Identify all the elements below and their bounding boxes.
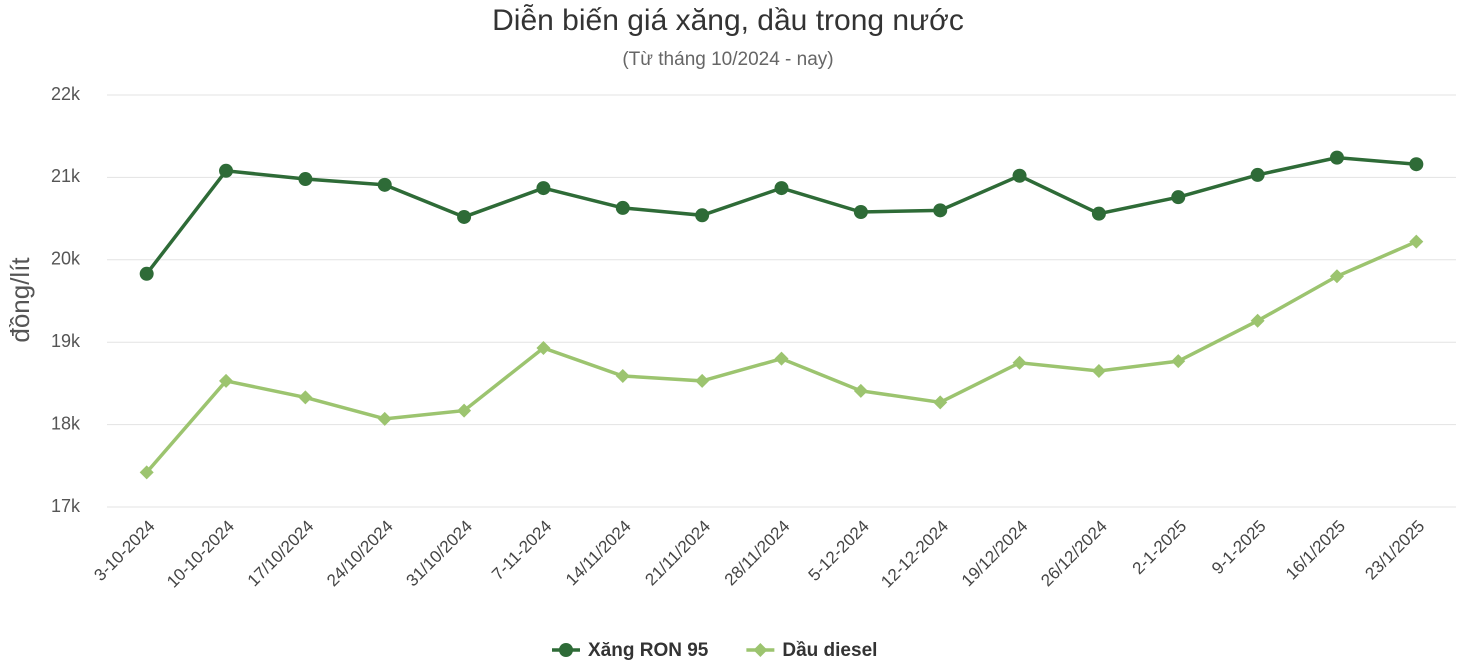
x-tick-label: 10-10-2024 <box>163 517 238 592</box>
data-point <box>536 181 551 196</box>
data-point <box>1409 157 1424 172</box>
data-point <box>457 403 472 418</box>
y-tick-label: 20k <box>51 249 81 269</box>
data-point <box>853 383 868 398</box>
data-point <box>933 395 948 410</box>
x-tick-label: 12-12-2024 <box>877 517 952 592</box>
data-point <box>1250 313 1265 328</box>
x-tick-label: 31/10/2024 <box>402 517 476 591</box>
data-point <box>1012 168 1027 183</box>
data-point <box>1250 167 1265 182</box>
data-point <box>219 373 234 388</box>
data-point <box>1171 190 1186 205</box>
x-tick-label: 24/10/2024 <box>323 517 397 591</box>
x-tick-label: 9-1-2025 <box>1208 517 1270 579</box>
y-tick-label: 21k <box>51 166 81 186</box>
x-tick-label: 17/10/2024 <box>244 517 318 591</box>
data-point <box>933 203 948 218</box>
data-point <box>774 351 789 366</box>
x-tick-label: 16/1/2025 <box>1282 517 1349 584</box>
chart-subtitle: (Từ tháng 10/2024 - nay) <box>622 49 833 70</box>
y-tick-label: 19k <box>51 331 81 351</box>
x-tick-label: 3-10-2024 <box>90 517 158 585</box>
data-point <box>298 390 313 405</box>
y-tick-label: 22k <box>51 84 81 104</box>
x-tick-label: 26/12/2024 <box>1037 517 1111 591</box>
y-axis-label: đồng/lít <box>5 257 35 343</box>
legend-symbol <box>559 643 573 657</box>
data-point <box>139 266 154 281</box>
data-point <box>1091 206 1106 221</box>
x-tick-label: 21/11/2024 <box>641 517 714 590</box>
y-tick-label: 18k <box>51 413 81 433</box>
data-point <box>1171 354 1186 369</box>
legend-label: Xăng RON 95 <box>588 640 709 661</box>
data-point <box>615 368 630 383</box>
legend-label: Dầu diesel <box>782 640 877 661</box>
data-point <box>457 209 472 224</box>
x-tick-label: 23/1/2025 <box>1361 517 1428 584</box>
data-point <box>1329 269 1344 284</box>
x-tick-label: 19/12/2024 <box>958 517 1032 591</box>
x-tick-label: 2-1-2025 <box>1129 517 1191 579</box>
data-point <box>139 465 154 480</box>
data-point <box>1329 150 1344 165</box>
data-point <box>298 172 313 187</box>
legend-symbol <box>753 643 768 657</box>
chart-title: Diễn biến giá xăng, dầu trong nước <box>492 4 964 37</box>
data-point <box>695 208 710 223</box>
x-tick-label: 5-12-2024 <box>805 517 873 585</box>
x-tick-label: 28/11/2024 <box>721 517 794 590</box>
data-point <box>615 200 630 215</box>
data-point <box>1091 364 1106 379</box>
data-point <box>1409 234 1424 249</box>
data-point <box>774 181 789 196</box>
data-point <box>219 163 234 178</box>
x-tick-label: 14/11/2024 <box>562 517 635 590</box>
data-point <box>695 373 710 388</box>
data-point <box>1012 355 1027 370</box>
series-line <box>145 155 1417 275</box>
data-point <box>377 177 392 192</box>
data-point <box>853 205 868 220</box>
data-point <box>377 411 392 426</box>
data-point <box>536 340 551 355</box>
y-tick-label: 17k <box>51 496 81 516</box>
x-tick-label: 7-11-2024 <box>488 517 555 584</box>
